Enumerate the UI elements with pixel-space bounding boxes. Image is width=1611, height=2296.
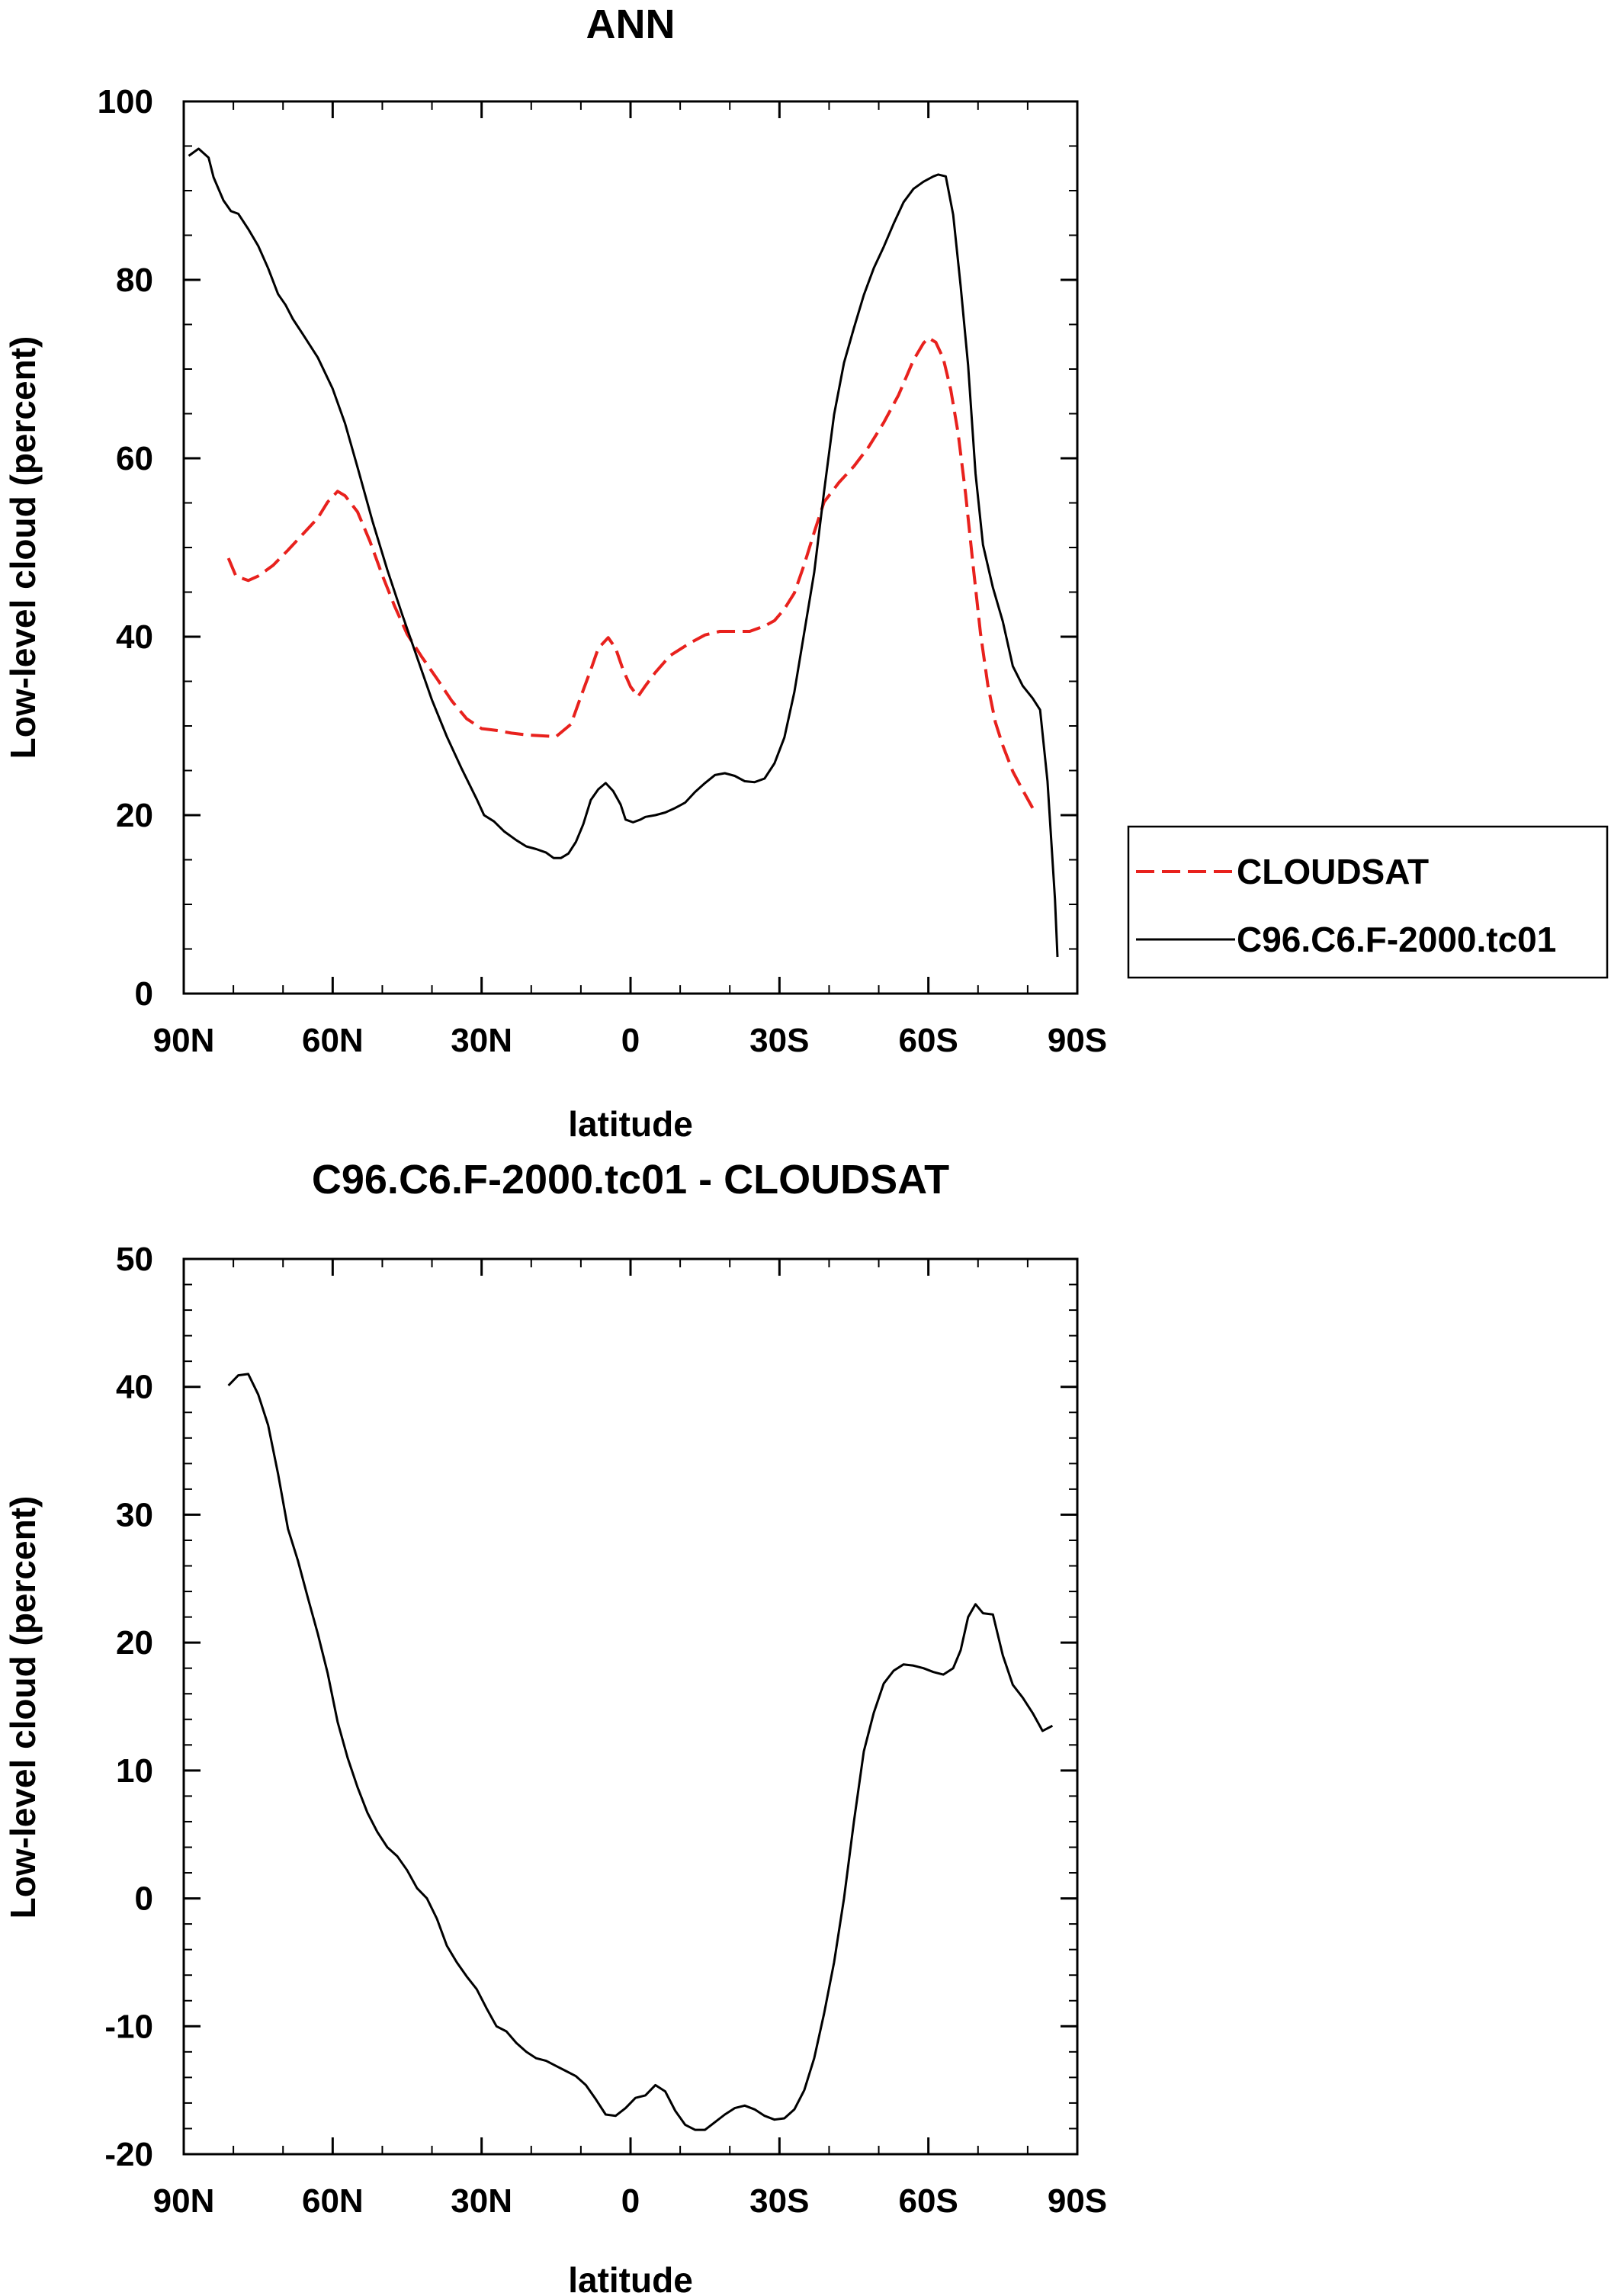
bottom-chart-x-tick-label: 0 [621, 2182, 640, 2220]
top-chart-y-tick-label: 60 [116, 440, 153, 477]
bottom-chart-y-tick-label: -10 [104, 2008, 153, 2045]
top-chart-x-tick-label: 90S [1048, 1022, 1107, 1059]
top-chart-series-line-model [188, 147, 1059, 958]
top-chart-ticks: 90N 60N 30N 0 30S 60S 90S 0 20 40 60 80 100 [98, 83, 1108, 1059]
bottom-chart-series-layer [227, 1373, 1054, 2131]
top-chart-title: ANN [586, 2, 676, 47]
top-chart-x-axis-title: latitude [568, 1104, 693, 1144]
bottom-chart-x-tick-label: 60S [899, 2182, 958, 2220]
bottom-chart-y-tick-label: 30 [116, 1496, 153, 1533]
top-chart-y-tick-label: 40 [116, 618, 153, 656]
top-chart-y-tick-label: 20 [116, 797, 153, 834]
bottom-chart-series-line-difference [227, 1373, 1054, 2131]
bottom-chart-y-tick-label: 40 [116, 1369, 153, 1406]
bottom-chart-title: C96.C6.F-2000.tc01 - CLOUDSAT [312, 1157, 949, 1203]
legend-label-model: C96.C6.F-2000.tc01 [1237, 920, 1556, 959]
bottom-chart-y-tick-label: 10 [116, 1752, 153, 1790]
top-chart-x-tick-label: 60N [302, 1022, 364, 1059]
bottom-chart-x-tick-label: 90S [1048, 2182, 1107, 2220]
top-chart-y-axis-title: Low-level cloud (percent) [3, 336, 43, 759]
bottom-chart-ticks: 90N 60N 30N 0 30S 60S 90S -20 -10 0 10 20 30 40 50 [104, 1241, 1107, 2220]
bottom-chart-x-tick-label: 60N [302, 2182, 364, 2220]
bottom-chart-x-tick-label: 30S [749, 2182, 809, 2220]
top-chart-series-layer [188, 147, 1059, 958]
bottom-chart-y-tick-label: 0 [135, 1880, 153, 1918]
bottom-chart-y-tick-label: -20 [104, 2136, 153, 2173]
top-chart-series-line-cloudsat [226, 336, 1035, 809]
bottom-chart-y-axis-title: Low-level cloud (percent) [3, 1496, 43, 1919]
top-chart-x-tick-label: 30S [749, 1022, 809, 1059]
legend-box [1127, 825, 1609, 979]
top-chart-x-tick-label: 60S [899, 1022, 958, 1059]
top-chart: ANN 90N 60N 30N 0 30S 60S 90S 0 20 40 60 80 100 lati… [3, 2, 1609, 1144]
top-chart-x-tick-label: 0 [621, 1022, 640, 1059]
top-chart-y-tick-label: 100 [98, 83, 153, 120]
bottom-chart-x-axis-title: latitude [568, 2260, 693, 2296]
top-chart-x-tick-label: 90N [153, 1022, 215, 1059]
bottom-chart-x-tick-label: 90N [153, 2182, 215, 2220]
top-chart-y-tick-label: 80 [116, 262, 153, 299]
bottom-chart-y-tick-label: 20 [116, 1624, 153, 1662]
legend-label-cloudsat: CLOUDSAT [1237, 852, 1429, 891]
bottom-chart-x-tick-label: 30N [451, 2182, 512, 2220]
bottom-chart-y-tick-label: 50 [116, 1241, 153, 1278]
bottom-chart: C96.C6.F-2000.tc01 - CLOUDSAT 90N 60N 30N 0… [3, 1157, 1107, 2296]
top-chart-y-tick-label: 0 [135, 975, 153, 1013]
top-chart-legend: CLOUDSAT C96.C6.F-2000.tc01 [1127, 825, 1609, 979]
top-chart-x-tick-label: 30N [451, 1022, 512, 1059]
